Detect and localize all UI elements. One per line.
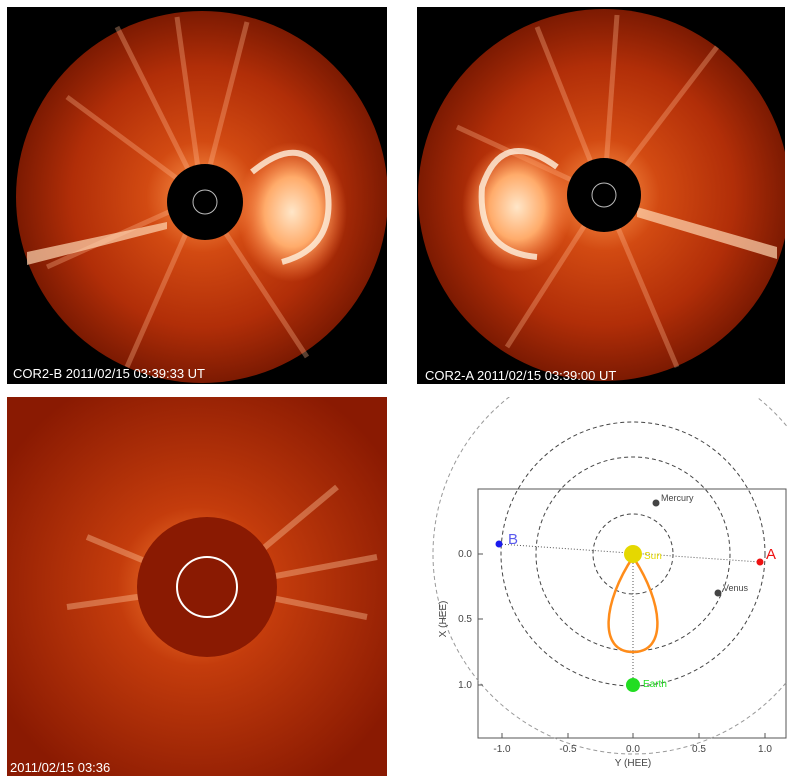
cor2a-image-panel: COR2-A 2011/02/15 03:39:00 UT — [417, 7, 785, 384]
cor2a-coronagraph-image — [418, 9, 785, 381]
x-tick-label: -1.0 — [493, 744, 511, 755]
earth-orbit — [500, 421, 766, 687]
cor2b-coronagraph-image — [16, 11, 387, 383]
x-tick-marks — [501, 733, 766, 738]
x-tick-label: 0.0 — [626, 744, 640, 755]
venus-label: Venus — [723, 583, 749, 593]
y-tick-marks — [478, 553, 483, 686]
stereo-a-label: A — [766, 546, 776, 563]
y-axis-label: X (HEE) — [438, 601, 449, 638]
lasco-caption: 2011/02/15 03:36 — [10, 760, 111, 775]
x-tick-label: 1.0 — [758, 744, 772, 755]
outer-orbit — [432, 397, 787, 755]
sun-marker — [624, 545, 642, 563]
x-tick-label: -0.5 — [559, 744, 577, 755]
y-tick-label: 0.5 — [458, 614, 472, 625]
venus-marker — [714, 589, 722, 597]
mercury-orbit — [592, 513, 674, 595]
lasco-image-panel: 2011/02/15 03:36 — [7, 397, 387, 776]
sun-label: Sun — [644, 551, 662, 562]
x-axis-label: Y (HEE) — [615, 758, 652, 769]
earth-label: Earth — [643, 679, 667, 690]
cme-loop — [607, 554, 659, 654]
x-tick-label: 0.5 — [692, 744, 706, 755]
lasco-coronagraph-image — [7, 397, 387, 776]
stereo-b-marker — [495, 540, 503, 548]
y-tick-label: 1.0 — [458, 680, 472, 691]
earth-marker — [626, 678, 640, 692]
plot-frame — [477, 488, 787, 739]
mercury-label: Mercury — [661, 493, 694, 503]
venus-orbit — [535, 456, 731, 652]
cor2a-caption: COR2-A 2011/02/15 03:39:00 UT — [425, 368, 617, 383]
stereo-a-marker — [756, 558, 764, 566]
orbit-plot-panel: Sun Mercury Venus Earth A B -1.0 -0.5 0.… — [398, 397, 787, 776]
y-tick-label: 0.0 — [458, 549, 472, 560]
cor2b-caption: COR2-B 2011/02/15 03:39:33 UT — [13, 366, 205, 381]
orbit-plot: Sun Mercury Venus Earth A B -1.0 -0.5 0.… — [432, 397, 787, 769]
cor2b-image-panel: COR2-B 2011/02/15 03:39:33 UT — [7, 7, 387, 384]
mercury-marker — [652, 499, 660, 507]
stereo-b-label: B — [508, 531, 518, 548]
